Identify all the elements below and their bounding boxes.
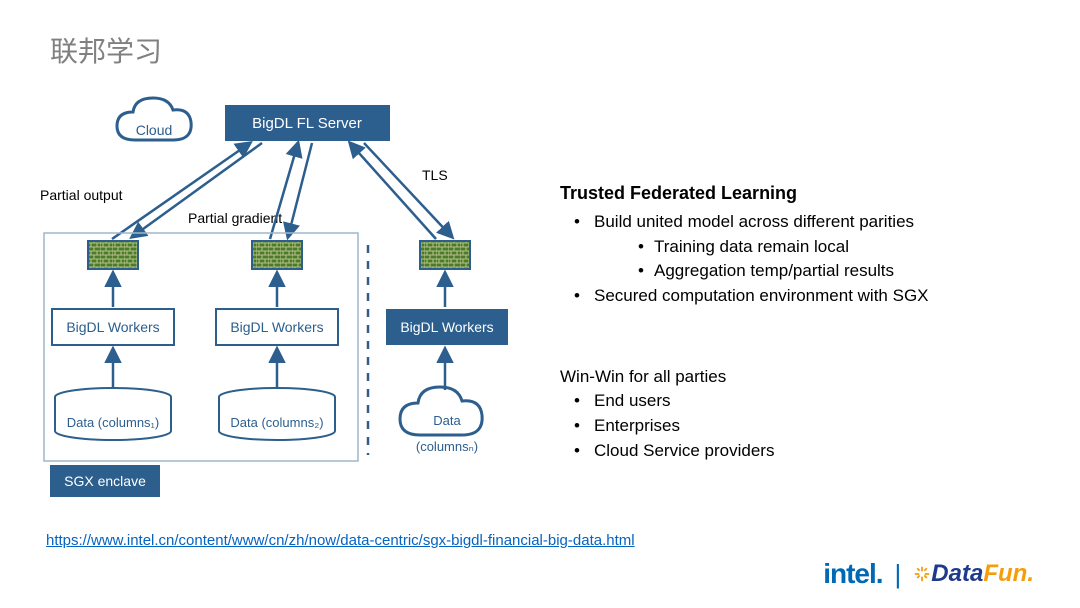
- data-cylinder-1: Data (columns₁): [55, 388, 171, 440]
- partial-gradient-label: Partial gradient: [188, 210, 282, 226]
- svg-text:Data: Data: [433, 413, 461, 428]
- cloud-icon: Cloud: [117, 98, 191, 140]
- datafun-logo: DataFun.: [913, 560, 1034, 588]
- slide-title: 联邦学习: [50, 30, 162, 70]
- arrow-server-down3: [364, 143, 452, 237]
- logo-bar: intel. | DataFun.: [823, 558, 1034, 590]
- list-item: Cloud Service providers: [560, 439, 1060, 464]
- arrow-wall2-up: [270, 143, 298, 239]
- bullet-list-1: Build united model across different pari…: [560, 210, 1060, 309]
- firewall-1: [88, 241, 138, 269]
- bullet-list-2: End users Enterprises Cloud Service prov…: [560, 389, 1060, 463]
- architecture-diagram: Cloud BigDL FL Server TLS Partial output…: [40, 95, 540, 515]
- sgx-enclave-label: SGX enclave: [64, 473, 146, 489]
- fl-server-label: BigDL FL Server: [252, 115, 362, 132]
- text-panel: Trusted Federated Learning Build united …: [560, 180, 1060, 463]
- svg-text:Data (columns₂): Data (columns₂): [230, 415, 323, 430]
- svg-text:Data (columns₁): Data (columns₁): [67, 415, 160, 430]
- workers-label-3: BigDL Workers: [400, 319, 493, 335]
- panel-subheading: Win-Win for all parties: [560, 365, 1060, 390]
- data-cloud-n: Data (columnsₙ): [400, 387, 482, 454]
- footer-link[interactable]: https://www.intel.cn/content/www/cn/zh/n…: [46, 532, 635, 549]
- arrow-wall3-up: [350, 143, 436, 239]
- arrow-server-down2: [288, 143, 312, 237]
- cloud-label: Cloud: [136, 122, 173, 138]
- list-item: Secured computation environment with SGX: [560, 284, 1060, 309]
- firewall-2: [252, 241, 302, 269]
- workers-label-1: BigDL Workers: [66, 319, 159, 335]
- firewall-3: [420, 241, 470, 269]
- list-item: Enterprises: [560, 414, 1060, 439]
- list-item: Build united model across different pari…: [560, 210, 1060, 284]
- list-item: Training data remain local: [594, 235, 1060, 260]
- svg-text:(columnsₙ): (columnsₙ): [416, 439, 478, 454]
- spark-icon: [913, 565, 931, 583]
- data-cylinder-2: Data (columns₂): [219, 388, 335, 440]
- logo-separator: |: [895, 559, 902, 590]
- list-item: Aggregation temp/partial results: [594, 259, 1060, 284]
- list-item: End users: [560, 389, 1060, 414]
- intel-logo: intel.: [823, 558, 882, 590]
- workers-label-2: BigDL Workers: [230, 319, 323, 335]
- panel-heading: Trusted Federated Learning: [560, 180, 1060, 206]
- partial-output-label: Partial output: [40, 187, 123, 203]
- tls-label: TLS: [422, 167, 448, 183]
